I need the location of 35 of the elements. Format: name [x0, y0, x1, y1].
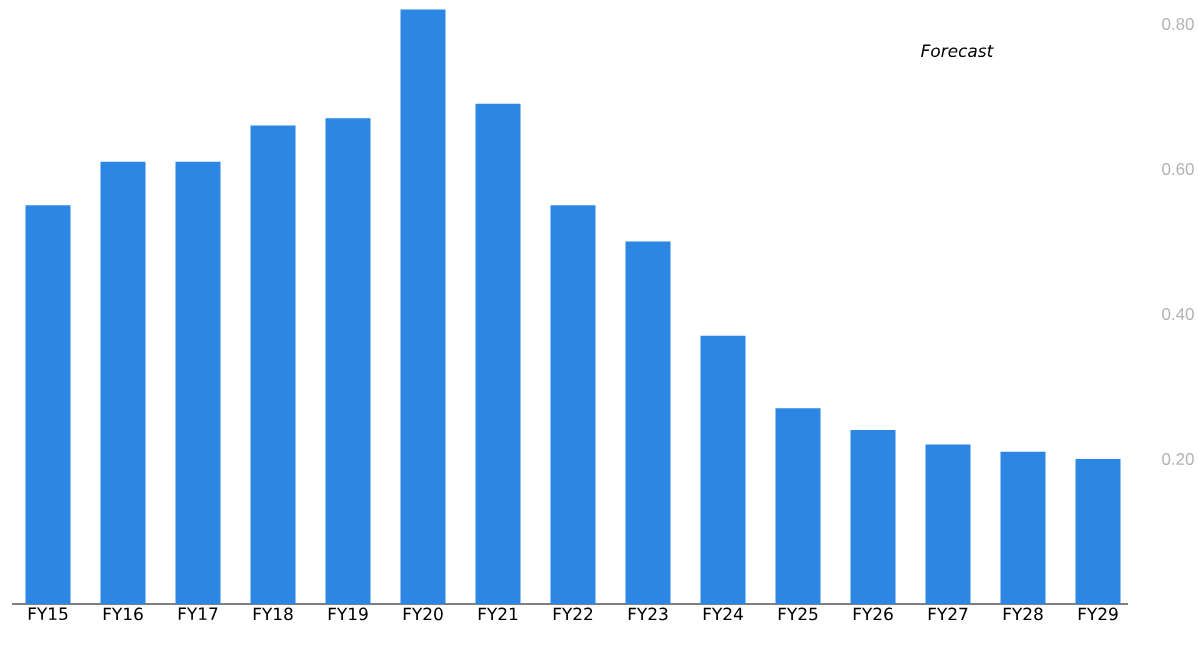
bar	[175, 161, 221, 604]
bar	[25, 205, 71, 604]
y-tick-label: 0.60	[1162, 163, 1194, 175]
bar	[700, 335, 746, 604]
y-tick-label: 0.20	[1162, 453, 1194, 465]
bar	[325, 118, 371, 604]
x-tick-label: FY26	[853, 607, 893, 621]
y-tick-label: 0.80	[1162, 18, 1194, 30]
bar	[475, 103, 521, 604]
x-tick-label: FY20	[403, 607, 443, 621]
bar	[250, 125, 296, 604]
x-tick-label: FY19	[328, 607, 368, 621]
bar	[1000, 451, 1046, 604]
x-tick-label: FY23	[628, 607, 668, 621]
x-tick-label: FY27	[928, 607, 968, 621]
bar	[400, 9, 446, 604]
bar	[850, 430, 896, 604]
x-tick-label: FY25	[778, 607, 818, 621]
bar	[775, 408, 821, 604]
x-tick-label: FY21	[478, 607, 518, 621]
bar	[925, 444, 971, 604]
y-tick-label: 0.40	[1162, 308, 1194, 320]
bar	[100, 161, 146, 604]
x-tick-label: FY16	[103, 607, 143, 621]
x-tick-label: FY28	[1003, 607, 1043, 621]
bar	[550, 205, 596, 604]
x-tick-label: FY22	[553, 607, 593, 621]
x-tick-label: FY18	[253, 607, 293, 621]
annotation: Forecast	[921, 44, 994, 58]
x-tick-label: FY15	[28, 607, 68, 621]
x-tick-label: FY24	[703, 607, 743, 621]
x-tick-label: FY17	[178, 607, 218, 620]
x-tick-label: FY29	[1078, 607, 1118, 621]
bar	[1075, 459, 1121, 604]
bar	[625, 241, 671, 604]
